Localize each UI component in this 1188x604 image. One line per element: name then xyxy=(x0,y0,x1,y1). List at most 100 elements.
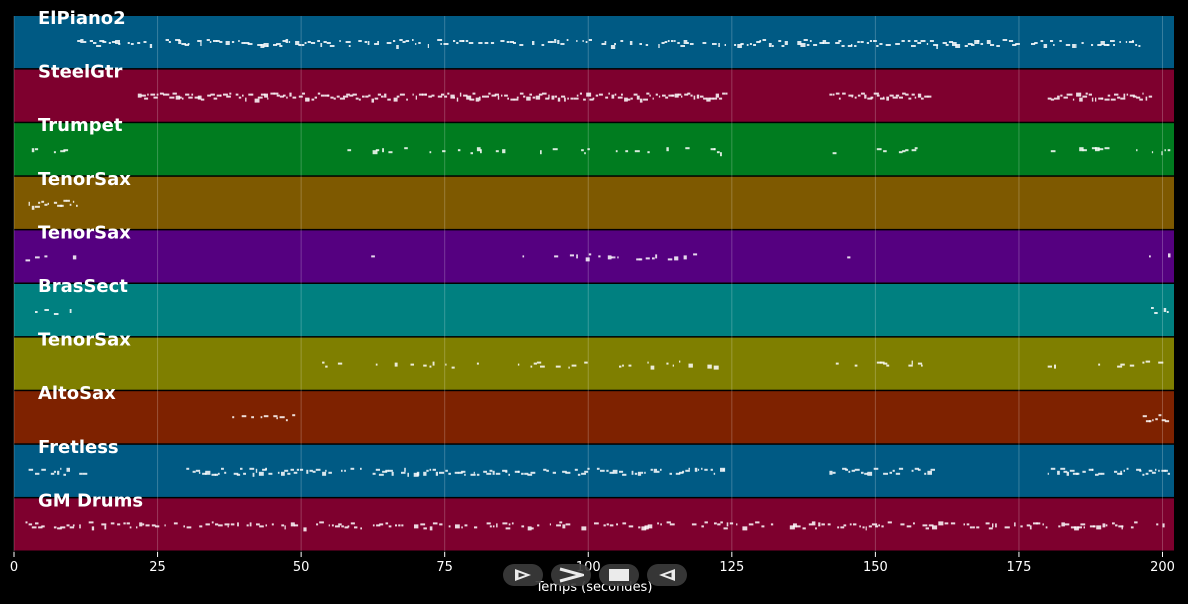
note-mark xyxy=(545,97,550,100)
note-mark xyxy=(677,42,680,44)
note-mark xyxy=(324,94,329,97)
note-mark xyxy=(1117,472,1123,475)
stop-button[interactable] xyxy=(599,564,639,586)
note-mark xyxy=(660,468,662,471)
note-mark xyxy=(1158,414,1162,417)
note-mark xyxy=(677,93,682,96)
note-mark xyxy=(456,42,459,44)
note-mark xyxy=(662,94,666,97)
note-mark xyxy=(1066,93,1071,96)
note-mark xyxy=(639,258,643,261)
note-mark xyxy=(241,415,247,418)
note-mark xyxy=(187,43,190,45)
note-mark xyxy=(197,95,202,100)
note-mark xyxy=(211,473,217,476)
note-mark xyxy=(28,201,30,206)
play-button[interactable] xyxy=(503,564,543,586)
note-mark xyxy=(873,467,879,470)
note-mark xyxy=(628,364,632,367)
note-mark xyxy=(412,39,414,41)
note-mark xyxy=(666,362,669,365)
note-mark xyxy=(671,94,675,97)
note-mark xyxy=(992,523,994,528)
note-mark xyxy=(802,527,806,530)
note-mark xyxy=(310,42,316,44)
note-mark xyxy=(645,257,650,260)
note-mark xyxy=(851,44,853,46)
note-mark xyxy=(562,524,566,529)
note-mark xyxy=(464,524,468,527)
track-lanes xyxy=(14,16,1174,551)
note-mark xyxy=(1161,419,1166,422)
note-mark xyxy=(713,148,716,151)
note-mark xyxy=(427,44,429,48)
note-mark xyxy=(689,43,694,45)
note-mark xyxy=(1104,98,1110,101)
note-mark xyxy=(1129,364,1135,367)
note-mark xyxy=(129,526,132,529)
x-tick-label: 175 xyxy=(1007,560,1032,575)
note-mark xyxy=(614,256,616,259)
note-mark xyxy=(704,521,708,524)
note-mark xyxy=(53,201,58,204)
note-mark xyxy=(410,363,414,366)
note-mark xyxy=(53,313,59,315)
note-mark xyxy=(505,527,511,530)
note-mark xyxy=(1095,147,1100,152)
note-mark xyxy=(538,93,543,96)
note-mark xyxy=(622,522,627,525)
note-mark xyxy=(606,523,609,526)
note-mark xyxy=(576,40,578,42)
note-mark xyxy=(486,522,491,525)
note-mark xyxy=(838,40,842,42)
note-mark xyxy=(1115,524,1118,527)
note-mark xyxy=(302,92,305,95)
note-mark xyxy=(1118,525,1124,528)
note-mark xyxy=(175,39,181,41)
note-mark xyxy=(529,93,532,96)
note-mark xyxy=(883,96,885,99)
note-mark xyxy=(260,44,265,48)
note-mark xyxy=(691,523,697,526)
note-mark xyxy=(589,98,594,101)
note-mark xyxy=(636,95,640,100)
note-mark xyxy=(1029,525,1032,530)
note-mark xyxy=(422,93,427,96)
note-mark xyxy=(149,44,153,48)
note-mark xyxy=(887,521,892,524)
note-mark xyxy=(883,362,888,365)
note-mark xyxy=(1047,472,1049,475)
note-mark xyxy=(285,39,289,43)
note-mark xyxy=(624,97,628,102)
note-mark xyxy=(416,471,420,476)
note-mark xyxy=(206,39,210,41)
note-mark xyxy=(867,97,873,100)
note-mark xyxy=(96,45,102,47)
note-mark xyxy=(288,41,291,43)
note-mark xyxy=(880,97,885,100)
note-mark xyxy=(1036,522,1041,525)
note-mark xyxy=(494,93,499,96)
note-mark xyxy=(1085,92,1088,95)
note-mark xyxy=(1155,418,1158,421)
note-mark xyxy=(674,256,679,261)
note-mark xyxy=(517,363,520,366)
note-mark xyxy=(231,41,235,43)
back-button[interactable] xyxy=(647,564,687,586)
note-mark xyxy=(35,205,40,208)
note-mark xyxy=(898,151,903,154)
note-mark xyxy=(456,97,459,102)
note-mark xyxy=(322,361,325,364)
note-mark xyxy=(89,40,93,42)
note-mark xyxy=(497,95,500,100)
note-mark xyxy=(1120,470,1122,475)
note-mark xyxy=(221,467,224,470)
note-mark xyxy=(1161,151,1163,156)
note-mark xyxy=(1042,523,1044,526)
track-lane xyxy=(14,230,1174,283)
note-mark xyxy=(1154,312,1158,314)
forward-button[interactable] xyxy=(551,564,591,586)
note-mark xyxy=(1100,41,1105,45)
note-mark xyxy=(307,41,311,43)
note-mark xyxy=(1145,472,1149,475)
